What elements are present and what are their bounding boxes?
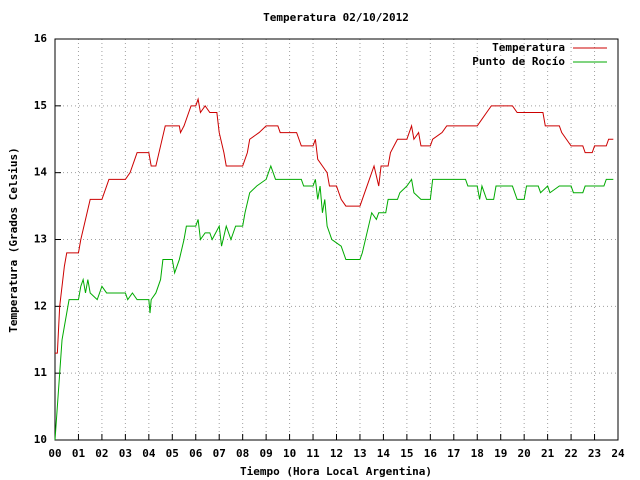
x-tick-label: 02 <box>95 447 108 460</box>
x-tick-label: 17 <box>447 447 460 460</box>
x-tick-label: 15 <box>400 447 413 460</box>
x-tick-label: 10 <box>283 447 296 460</box>
legend-label: Temperatura <box>492 41 565 54</box>
data-line <box>55 97 614 354</box>
x-tick-label: 19 <box>494 447 507 460</box>
x-tick-label: 11 <box>306 447 320 460</box>
x-axis-label: Tiempo (Hora Local Argentina) <box>240 465 432 478</box>
x-tick-label: 23 <box>588 447 601 460</box>
x-tick-label: 13 <box>353 447 366 460</box>
y-tick-label: 15 <box>34 99 47 112</box>
data-line <box>54 164 614 441</box>
x-tick-label: 16 <box>424 447 438 460</box>
chart-title: Temperatura 02/10/2012 <box>263 11 409 24</box>
y-tick-label: 10 <box>34 433 47 446</box>
legend-label: Punto de Rocío <box>472 55 565 68</box>
y-tick-label: 11 <box>34 366 48 379</box>
y-tick-label: 12 <box>34 299 47 312</box>
x-tick-label: 14 <box>377 447 391 460</box>
x-tick-label: 09 <box>260 447 273 460</box>
x-tick-label: 12 <box>330 447 343 460</box>
x-tick-label: 04 <box>142 447 156 460</box>
x-tick-label: 03 <box>119 447 132 460</box>
y-tick-label: 13 <box>34 233 47 246</box>
x-tick-label: 06 <box>189 447 203 460</box>
x-tick-label: 01 <box>72 447 86 460</box>
x-tick-label: 07 <box>213 447 226 460</box>
y-tick-label: 14 <box>34 166 48 179</box>
x-tick-label: 22 <box>564 447 577 460</box>
x-tick-label: 05 <box>166 447 179 460</box>
x-tick-label: 24 <box>611 447 625 460</box>
x-tick-label: 18 <box>471 447 484 460</box>
y-axis-label: Temperatura (Grados Celsius) <box>7 147 20 332</box>
x-tick-label: 20 <box>518 447 531 460</box>
x-tick-label: 08 <box>236 447 249 460</box>
plot-border <box>54 38 619 441</box>
x-tick-label: 00 <box>48 447 61 460</box>
x-tick-label: 21 <box>541 447 555 460</box>
y-tick-label: 16 <box>34 32 48 45</box>
